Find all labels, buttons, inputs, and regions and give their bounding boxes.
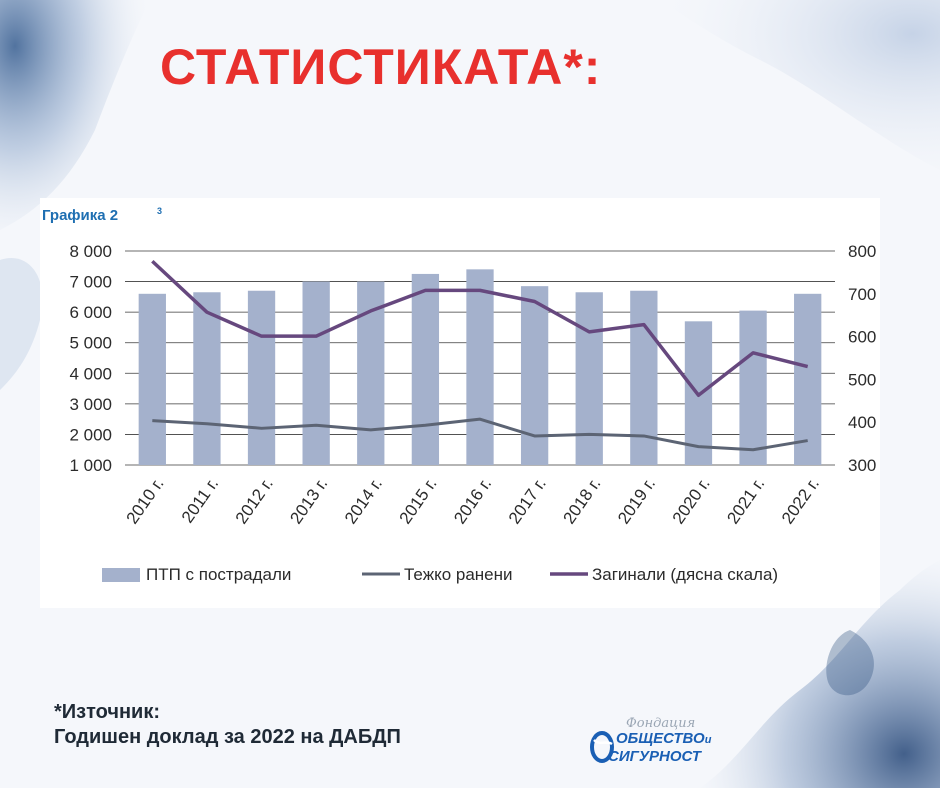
x-tick-label: 2019 г. [614, 474, 659, 527]
logo-line-2: СИГУРНОСТ [608, 748, 701, 765]
legend-label-serious-injuries: Тежко ранени [404, 565, 513, 584]
series-line-deaths [151, 259, 809, 397]
y-left-tick-label: 5 000 [69, 334, 112, 353]
source-label: *Източник: [54, 701, 161, 723]
source-note: *Източник: Годишен доклад за 2022 на ДАБ… [54, 700, 401, 750]
legend-label-bars: ПТП с пострадали [146, 565, 291, 584]
x-tick-label: 2015 г. [396, 474, 441, 527]
x-tick-label: 2013 г. [286, 474, 331, 527]
y-left-tick-label: 7 000 [69, 273, 112, 292]
legend-label-deaths: Загинали (дясна скала) [592, 565, 778, 584]
x-tick-label: 2021 г. [723, 474, 768, 527]
bar-2016 [466, 269, 494, 465]
bar-2013 [302, 281, 330, 465]
bar-2011 [193, 292, 221, 465]
source-report: Годишен доклад за 2022 на ДАБДП [54, 726, 401, 748]
bar-2022 [794, 293, 822, 465]
y-right-tick-label: 300 [848, 456, 876, 475]
x-tick-label: 2022 г. [778, 474, 823, 527]
x-tick-label: 2017 г. [505, 474, 550, 527]
x-tick-label: 2010 г. [123, 474, 168, 527]
foundation-logo: Фондация ОБЩЕСТВОи СИГУРНОСТ [588, 716, 738, 770]
y-right-tick-label: 700 [848, 285, 876, 304]
bar-2018 [575, 292, 603, 465]
y-right-tick-label: 600 [848, 328, 876, 347]
y-left-tick-label: 1 000 [69, 456, 112, 475]
bar-2012 [247, 290, 276, 465]
bar-2015 [411, 273, 440, 465]
page-title: СТАТИСТИКАТА*: [160, 39, 602, 95]
x-tick-label: 2011 г. [178, 474, 222, 526]
x-tick-label: 2016 г. [450, 474, 495, 527]
bar-2017 [520, 286, 549, 465]
logo-line-1-text: ОБЩЕСТВО [616, 730, 705, 747]
chart-title: Графика 2 [42, 207, 118, 224]
logo-line-1: ОБЩЕСТВОи [616, 730, 711, 747]
y-left-tick-label: 6 000 [69, 303, 112, 322]
swirl-logo-icon [590, 731, 614, 763]
logo-line-1-suffix: и [704, 734, 712, 746]
y-right-tick-label: 400 [848, 413, 876, 432]
bar-2010 [138, 293, 166, 465]
combo-chart: Графика 2 3 1 000 2 000 3 000 4 000 5 000 6 000… [42, 206, 876, 584]
y-left-tick-label: 4 000 [69, 364, 112, 383]
y-left-tick-label: 2 000 [69, 425, 112, 444]
y-right-tick-label: 800 [848, 242, 876, 261]
x-tick-label: 2012 г. [232, 474, 277, 527]
chart-title-superscript: 3 [157, 206, 162, 216]
chart-panel: Графика 2 3 1 000 2 000 3 000 4 000 5 000 6 000… [40, 198, 880, 608]
logo-script-text: Фондация [626, 716, 696, 731]
legend-swatch-bars [102, 568, 140, 582]
series-line-serious-injuries [152, 417, 808, 452]
x-tick-label: 2020 г. [669, 474, 714, 527]
x-tick-label: 2018 г. [559, 474, 604, 527]
y-left-tick-label: 8 000 [69, 242, 112, 261]
y-left-tick-label: 3 000 [69, 395, 112, 414]
x-tick-label: 2014 г. [341, 474, 386, 527]
bar-2021 [739, 310, 767, 465]
y-right-tick-label: 500 [848, 370, 876, 389]
